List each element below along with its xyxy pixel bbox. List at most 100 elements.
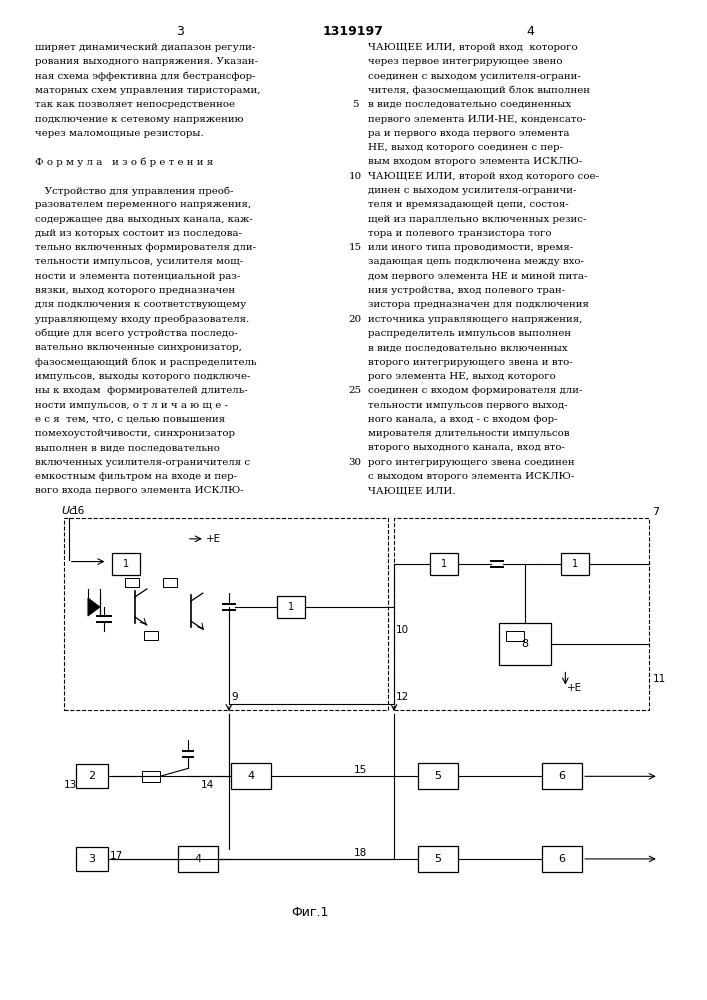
- Text: для подключения к соответствующему: для подключения к соответствующему: [35, 300, 246, 309]
- Text: 4: 4: [194, 854, 201, 864]
- Text: НЕ, выход которого соединен с пер-: НЕ, выход которого соединен с пер-: [368, 143, 563, 152]
- Text: динен с выходом усилителя-ограничи-: динен с выходом усилителя-ограничи-: [368, 186, 576, 195]
- Text: ра и первого входа первого элемента: ра и первого входа первого элемента: [368, 129, 570, 138]
- Text: Ф о р м у л а   и з о б р е т е н и я: Ф о р м у л а и з о б р е т е н и я: [35, 157, 213, 167]
- Text: вязки, выход которого предназначен: вязки, выход которого предназначен: [35, 286, 235, 295]
- Text: 15: 15: [354, 765, 367, 775]
- Text: фазосмещающий блок и распределитель: фазосмещающий блок и распределитель: [35, 358, 257, 367]
- Text: через маломощные резисторы.: через маломощные резисторы.: [35, 129, 204, 138]
- Text: 3: 3: [88, 854, 95, 864]
- Bar: [561, 553, 589, 575]
- Text: содержащее два выходных канала, каж-: содержащее два выходных канала, каж-: [35, 215, 253, 224]
- Text: 16: 16: [72, 506, 85, 516]
- Text: тельности импульсов первого выход-: тельности импульсов первого выход-: [368, 400, 568, 410]
- Text: +E: +E: [206, 534, 221, 544]
- Bar: [142, 771, 160, 782]
- Text: ЧАЮЩЕЕ ИЛИ, второй вход которого сое-: ЧАЮЩЕЕ ИЛИ, второй вход которого сое-: [368, 172, 599, 181]
- Text: задающая цепь подключена между вхо-: задающая цепь подключена между вхо-: [368, 257, 584, 266]
- Text: рования выходного напряжения. Указан-: рования выходного напряжения. Указан-: [35, 57, 258, 66]
- Text: соединен с входом формирователя дли-: соединен с входом формирователя дли-: [368, 386, 583, 395]
- Bar: [76, 847, 108, 871]
- Text: ности и элемента потенциальной раз-: ности и элемента потенциальной раз-: [35, 272, 240, 281]
- Bar: [418, 846, 457, 872]
- Polygon shape: [88, 598, 100, 616]
- Text: вательно включенные синхронизатор,: вательно включенные синхронизатор,: [35, 343, 242, 352]
- Text: 13: 13: [64, 780, 77, 790]
- Bar: [112, 553, 140, 575]
- Text: в виде последовательно соединенных: в виде последовательно соединенных: [368, 100, 571, 109]
- Text: тельности импульсов, усилителя мощ-: тельности импульсов, усилителя мощ-: [35, 257, 243, 266]
- Text: 3: 3: [176, 25, 184, 38]
- Text: 7: 7: [653, 507, 660, 517]
- Bar: [177, 846, 218, 872]
- Text: 5: 5: [434, 854, 441, 864]
- Text: 1319197: 1319197: [322, 25, 383, 38]
- Bar: [277, 596, 305, 618]
- Text: 9: 9: [231, 692, 238, 702]
- Text: общие для всего устройства последо-: общие для всего устройства последо-: [35, 329, 238, 338]
- Text: 5: 5: [434, 771, 441, 781]
- Text: Uc: Uc: [62, 506, 76, 516]
- Text: Фиг.1: Фиг.1: [291, 906, 329, 919]
- Text: 10: 10: [349, 172, 361, 181]
- Text: помехоустойчивости, синхронизатор: помехоустойчивости, синхронизатор: [35, 429, 235, 438]
- Text: 11: 11: [653, 674, 666, 684]
- Text: 5: 5: [352, 100, 358, 109]
- Text: 1: 1: [571, 559, 578, 569]
- Bar: [76, 764, 108, 788]
- Text: 10: 10: [396, 625, 409, 635]
- Text: 6: 6: [559, 854, 566, 864]
- Text: с выходом второго элемента ИСКЛЮ-: с выходом второго элемента ИСКЛЮ-: [368, 472, 574, 481]
- Bar: [125, 578, 139, 587]
- Text: дом первого элемента НЕ и миной пита-: дом первого элемента НЕ и миной пита-: [368, 272, 588, 281]
- Text: 4: 4: [526, 25, 534, 38]
- Bar: [542, 763, 582, 789]
- Text: рого элемента НЕ, выход которого: рого элемента НЕ, выход которого: [368, 372, 556, 381]
- Text: 1: 1: [123, 559, 129, 569]
- Text: ЧАЮЩЕЕ ИЛИ.: ЧАЮЩЕЕ ИЛИ.: [368, 486, 455, 495]
- Text: 6: 6: [559, 771, 566, 781]
- Text: теля и времязадающей цепи, состоя-: теля и времязадающей цепи, состоя-: [368, 200, 568, 209]
- Text: 14: 14: [201, 780, 214, 790]
- Text: ны к входам  формирователей длитель-: ны к входам формирователей длитель-: [35, 386, 247, 395]
- Text: или иного типа проводимости, время-: или иного типа проводимости, время-: [368, 243, 573, 252]
- Text: ности импульсов, о т л и ч а ю щ е -: ности импульсов, о т л и ч а ю щ е -: [35, 400, 228, 410]
- Text: разователем переменного напряжения,: разователем переменного напряжения,: [35, 200, 251, 209]
- Text: в виде последовательно включенных: в виде последовательно включенных: [368, 343, 568, 352]
- Text: второго выходного канала, вход вто-: второго выходного канала, вход вто-: [368, 443, 565, 452]
- Text: первого элемента ИЛИ-НЕ, конденсато-: первого элемента ИЛИ-НЕ, конденсато-: [368, 114, 586, 123]
- Text: управляющему входу преобразователя.: управляющему входу преобразователя.: [35, 315, 250, 324]
- Text: 18: 18: [354, 848, 367, 858]
- Bar: [418, 763, 457, 789]
- Text: мирователя длительности импульсов: мирователя длительности импульсов: [368, 429, 570, 438]
- Text: 30: 30: [349, 458, 361, 467]
- Text: включенных усилителя-ограничителя с: включенных усилителя-ограничителя с: [35, 458, 250, 467]
- Text: второго интегрирующего звена и вто-: второго интегрирующего звена и вто-: [368, 358, 573, 367]
- Bar: [230, 763, 271, 789]
- Text: рого интегрирующего звена соединен: рого интегрирующего звена соединен: [368, 458, 575, 467]
- Text: 12: 12: [396, 692, 409, 702]
- Text: Устройство для управления преоб-: Устройство для управления преоб-: [35, 186, 233, 196]
- Text: источника управляющего напряжения,: источника управляющего напряжения,: [368, 315, 583, 324]
- Text: так как позволяет непосредственное: так как позволяет непосредственное: [35, 100, 235, 109]
- Text: +E: +E: [567, 683, 583, 693]
- Bar: [542, 846, 582, 872]
- Text: через первое интегрирующее звено: через первое интегрирующее звено: [368, 57, 563, 66]
- Text: чителя, фазосмещающий блок выполнен: чителя, фазосмещающий блок выполнен: [368, 86, 590, 95]
- Text: 8: 8: [521, 639, 528, 649]
- Text: 1: 1: [440, 559, 447, 569]
- Text: импульсов, выходы которого подключе-: импульсов, выходы которого подключе-: [35, 372, 250, 381]
- Text: подключение к сетевому напряжению: подключение к сетевому напряжению: [35, 114, 243, 123]
- Text: 17: 17: [110, 851, 123, 861]
- Text: ная схема эффективна для бестрансфор-: ная схема эффективна для бестрансфор-: [35, 72, 256, 81]
- Text: соединен с выходом усилителя-ограни-: соединен с выходом усилителя-ограни-: [368, 72, 581, 81]
- Text: распределитель импульсов выполнен: распределитель импульсов выполнен: [368, 329, 571, 338]
- Text: е с я  тем, что, с целью повышения: е с я тем, что, с целью повышения: [35, 415, 225, 424]
- Text: тельно включенных формирователя дли-: тельно включенных формирователя дли-: [35, 243, 256, 252]
- Text: 20: 20: [349, 315, 361, 324]
- Text: тора и полевого транзистора того: тора и полевого транзистора того: [368, 229, 551, 238]
- Text: ширяет динамический диапазон регули-: ширяет динамический диапазон регули-: [35, 43, 255, 52]
- Text: 2: 2: [88, 771, 95, 781]
- Text: выполнен в виде последовательно: выполнен в виде последовательно: [35, 443, 220, 452]
- Text: 15: 15: [349, 243, 361, 252]
